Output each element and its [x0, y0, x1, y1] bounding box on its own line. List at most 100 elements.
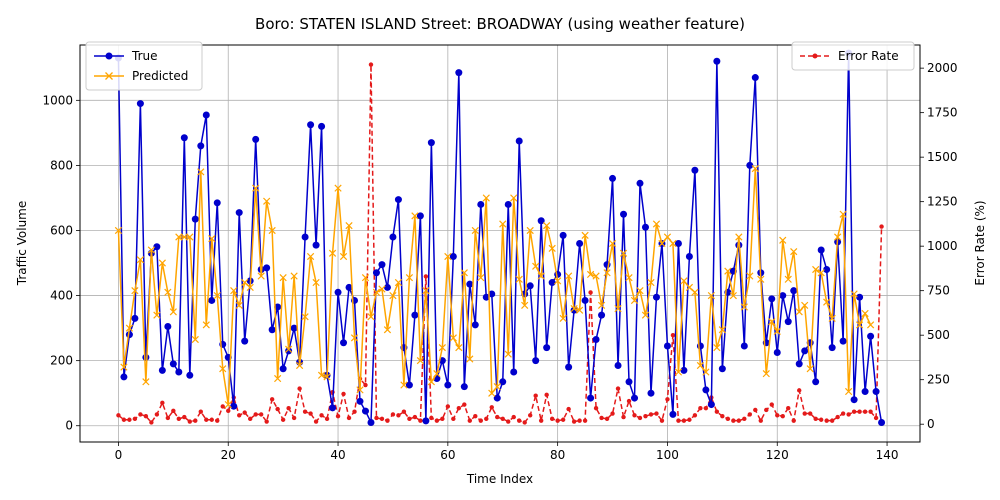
legend-predicted-label: Predicted: [132, 69, 188, 83]
legend-error-marker: [812, 53, 818, 59]
y-left-tick-label: 0: [65, 419, 73, 433]
point-error-rate: [720, 413, 725, 419]
point-true: [466, 280, 474, 288]
point-error-rate: [429, 415, 434, 421]
point-error-rate: [659, 418, 665, 423]
point-predicted: [361, 274, 370, 282]
legend-right-box: [791, 41, 915, 71]
point-error-rate: [506, 419, 511, 424]
point-predicted: [740, 303, 748, 311]
point-true: [641, 223, 649, 231]
point-error-rate: [851, 409, 857, 414]
point-true: [510, 368, 518, 376]
point-true: [488, 290, 496, 298]
point-error-rate: [802, 411, 807, 416]
point-true: [175, 368, 183, 376]
point-predicted: [729, 291, 737, 300]
point-predicted: [641, 311, 650, 319]
point-error-rate: [571, 419, 577, 424]
point-true: [361, 407, 369, 415]
point-error-rate: [121, 417, 127, 422]
point-predicted: [356, 386, 364, 394]
point-predicted: [812, 265, 820, 274]
point-true: [274, 303, 282, 311]
point-predicted: [586, 270, 595, 279]
point-true: [702, 386, 710, 394]
y-right-tick-label: 750: [927, 284, 950, 298]
y-axis-left-label: Traffic Volume: [15, 201, 29, 287]
point-predicted: [790, 248, 798, 256]
point-predicted: [169, 308, 177, 316]
legend-left-box: [85, 41, 203, 91]
point-predicted: [521, 301, 529, 309]
point-predicted: [449, 334, 457, 342]
legend-true-label: True: [131, 49, 158, 63]
point-true: [685, 253, 693, 261]
point-predicted: [680, 277, 688, 285]
point-error-rate: [237, 413, 242, 418]
point-predicted: [455, 344, 463, 352]
point-predicted: [801, 301, 809, 309]
point-error-rate: [385, 418, 390, 423]
point-true: [120, 373, 128, 381]
point-predicted: [312, 278, 320, 287]
point-predicted: [526, 226, 534, 235]
x-axis-ticks: 0 20 40 60 80 100 120 140: [115, 442, 899, 462]
point-predicted: [707, 291, 715, 300]
point-error-rate: [215, 418, 220, 423]
point-predicted: [334, 184, 342, 192]
point-true: [318, 122, 326, 130]
point-error-rate: [149, 420, 154, 425]
point-predicted: [537, 272, 545, 280]
point-predicted: [548, 244, 556, 253]
point-true: [449, 253, 457, 261]
point-predicted: [817, 269, 825, 277]
legend-predicted-marker: [105, 72, 113, 80]
point-predicted: [515, 275, 523, 283]
point-error-rate: [840, 411, 846, 416]
point-predicted: [735, 233, 743, 241]
point-true: [587, 394, 595, 402]
point-true: [213, 199, 221, 207]
point-predicted: [762, 370, 770, 378]
point-true: [383, 283, 391, 291]
plot-frame: [79, 44, 921, 443]
point-error-rate: [368, 62, 374, 67]
point-error-rate: [824, 418, 829, 423]
point-predicted: [383, 326, 392, 334]
point-error-rate: [484, 416, 489, 422]
point-error-rate: [791, 418, 796, 423]
point-true: [378, 261, 386, 269]
point-error-rate: [165, 415, 171, 421]
point-predicted: [114, 226, 123, 235]
x-tick-label: 0: [115, 448, 123, 462]
point-predicted: [696, 361, 705, 370]
point-predicted: [142, 378, 150, 386]
point-true: [136, 100, 144, 108]
point-error-rate: [731, 418, 736, 423]
point-predicted: [592, 272, 600, 280]
point-true: [197, 142, 205, 150]
point-error-rate: [698, 405, 703, 411]
point-true: [817, 246, 825, 254]
point-error-rate: [846, 412, 851, 417]
point-true: [740, 342, 748, 350]
point-predicted: [120, 363, 128, 371]
point-error-rate: [297, 386, 302, 391]
point-error-rate: [500, 416, 505, 422]
point-error-rate: [171, 408, 176, 414]
point-error-rate: [857, 409, 862, 414]
point-error-rate: [648, 412, 654, 417]
point-predicted: [180, 233, 188, 241]
point-true: [444, 381, 452, 389]
point-error-rate: [676, 418, 681, 423]
point-error-rate: [247, 416, 253, 422]
point-error-rate: [440, 416, 445, 422]
point-true: [416, 212, 424, 220]
point-predicted: [504, 350, 512, 358]
point-true: [301, 233, 309, 241]
x-tick-label: 100: [656, 448, 679, 462]
point-true: [394, 196, 402, 204]
point-true: [471, 321, 479, 329]
